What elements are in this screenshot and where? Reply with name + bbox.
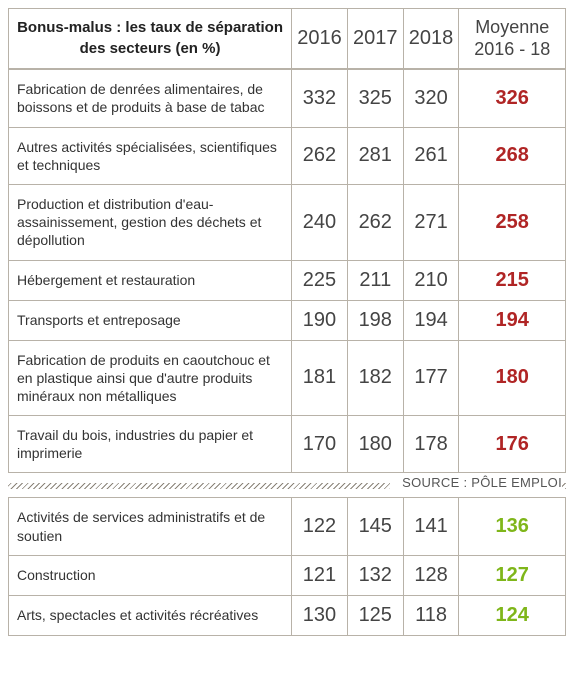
value-cell: 332 (292, 69, 348, 127)
average-cell: 180 (459, 341, 566, 417)
value-cell: 130 (292, 596, 348, 636)
table-title: Bonus-malus : les taux de séparation des… (8, 8, 292, 69)
value-cell: 190 (292, 301, 348, 341)
sector-cell: Construction (8, 556, 292, 596)
value-cell: 118 (404, 596, 460, 636)
value-cell: 145 (348, 497, 404, 555)
bottom-group: Activités de services administratifs et … (8, 497, 566, 635)
sector-cell: Fabrication de denrées alimentaires, de … (8, 69, 292, 127)
sector-cell: Activités de services administratifs et … (8, 497, 292, 555)
value-cell: 240 (292, 185, 348, 261)
col-year-2018: 2018 (404, 8, 460, 69)
col-average: Moyenne 2016 - 18 (459, 8, 566, 69)
table-row: Autres activités spécialisées, scientifi… (8, 128, 566, 185)
average-cell: 176 (459, 416, 566, 473)
average-cell: 136 (459, 497, 566, 555)
value-cell: 211 (348, 261, 404, 301)
table-row: Fabrication de produits en caoutchouc et… (8, 341, 566, 417)
table-row: Fabrication de denrées alimentaires, de … (8, 69, 566, 127)
value-cell: 225 (292, 261, 348, 301)
value-cell: 262 (292, 128, 348, 185)
header-row: Bonus-malus : les taux de séparation des… (8, 8, 566, 69)
value-cell: 122 (292, 497, 348, 555)
divider-row: SOURCE : PÔLE EMPLOI (8, 473, 566, 497)
sector-cell: Production et distribution d'eau-assaini… (8, 185, 292, 261)
table-row: Arts, spectacles et activités récréative… (8, 596, 566, 636)
value-cell: 128 (404, 556, 460, 596)
col-year-2017: 2017 (348, 8, 404, 69)
average-cell: 326 (459, 69, 566, 127)
value-cell: 271 (404, 185, 460, 261)
average-cell: 127 (459, 556, 566, 596)
table-row: Transports et entreposage190198194194 (8, 301, 566, 341)
value-cell: 178 (404, 416, 460, 473)
avg-header-line2: 2016 - 18 (474, 39, 550, 59)
value-cell: 182 (348, 341, 404, 417)
value-cell: 325 (348, 69, 404, 127)
sector-cell: Travail du bois, industries du papier et… (8, 416, 292, 473)
table-row: Travail du bois, industries du papier et… (8, 416, 566, 473)
value-cell: 198 (348, 301, 404, 341)
table-row: Hébergement et restauration225211210215 (8, 261, 566, 301)
table-row: Production et distribution d'eau-assaini… (8, 185, 566, 261)
value-cell: 210 (404, 261, 460, 301)
value-cell: 180 (348, 416, 404, 473)
value-cell: 125 (348, 596, 404, 636)
value-cell: 141 (404, 497, 460, 555)
value-cell: 170 (292, 416, 348, 473)
value-cell: 121 (292, 556, 348, 596)
value-cell: 261 (404, 128, 460, 185)
col-year-2016: 2016 (292, 8, 348, 69)
source-label: SOURCE : PÔLE EMPLOI (390, 475, 562, 490)
average-cell: 268 (459, 128, 566, 185)
average-cell: 258 (459, 185, 566, 261)
sector-cell: Autres activités spécialisées, scientifi… (8, 128, 292, 185)
value-cell: 181 (292, 341, 348, 417)
value-cell: 281 (348, 128, 404, 185)
average-cell: 124 (459, 596, 566, 636)
value-cell: 132 (348, 556, 404, 596)
sector-cell: Fabrication de produits en caoutchouc et… (8, 341, 292, 417)
sector-cell: Arts, spectacles et activités récréative… (8, 596, 292, 636)
avg-header-line1: Moyenne (475, 17, 549, 37)
sector-cell: Hébergement et restauration (8, 261, 292, 301)
table-row: Construction121132128127 (8, 556, 566, 596)
table-row: Activités de services administratifs et … (8, 497, 566, 555)
value-cell: 194 (404, 301, 460, 341)
top-group: Fabrication de denrées alimentaires, de … (8, 69, 566, 473)
value-cell: 262 (348, 185, 404, 261)
average-cell: 194 (459, 301, 566, 341)
average-cell: 215 (459, 261, 566, 301)
value-cell: 177 (404, 341, 460, 417)
sector-cell: Transports et entreposage (8, 301, 292, 341)
value-cell: 320 (404, 69, 460, 127)
separation-rates-table: Bonus-malus : les taux de séparation des… (8, 8, 566, 636)
